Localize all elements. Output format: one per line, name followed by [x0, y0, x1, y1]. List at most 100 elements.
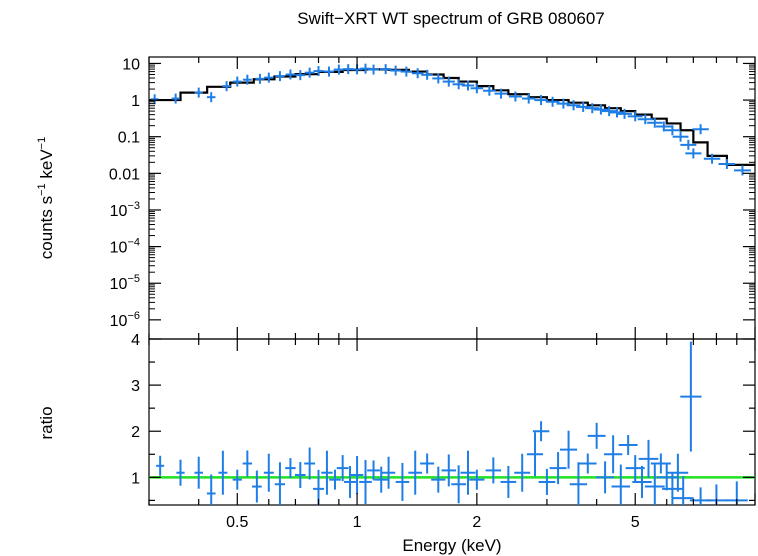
- spectrum-data-point: [664, 125, 681, 136]
- ratio-data-point: [176, 459, 185, 486]
- spectrum-data-point: [421, 69, 434, 80]
- ratio-plot-layer: [149, 341, 755, 505]
- spectrum-data-point: [313, 66, 324, 77]
- ratio-data-point: [431, 466, 446, 493]
- ratio-ylabel: ratio: [37, 406, 56, 439]
- ylabel-counts: counts s: [37, 196, 56, 259]
- spectrum-data-point: [482, 85, 496, 96]
- ratio-y-tick-label: 4: [131, 332, 140, 349]
- spectrum-data-point: [609, 107, 625, 118]
- ratio-y-tick-label: 2: [131, 424, 140, 441]
- ratio-data-point: [343, 465, 357, 498]
- spectrum-data-point: [411, 68, 424, 79]
- ratio-data-point: [263, 453, 274, 492]
- spectrum-data-point: [442, 76, 455, 87]
- spectrum-data-point: [556, 98, 571, 109]
- spectrum-data-point: [255, 73, 265, 84]
- spectrum-data-point: [222, 81, 231, 92]
- spectrum-data-point: [304, 67, 315, 78]
- ratio-data-point: [611, 464, 631, 505]
- ratio-data-point: [441, 454, 457, 487]
- x-tick-label: 0.5: [226, 514, 248, 531]
- y-tick-label: 10−6: [110, 310, 140, 330]
- y-tick-label: 0.1: [118, 130, 140, 147]
- spectrum-data-point: [692, 124, 709, 135]
- spectrum-data-point: [601, 106, 617, 117]
- ratio-data-point: [367, 460, 380, 481]
- spectrum-data-point: [637, 114, 653, 125]
- spectrum-data-point: [150, 94, 159, 105]
- ratio-data-point: [532, 421, 550, 442]
- y-tick-label: 10−3: [110, 200, 140, 220]
- spectrum-data-point: [452, 79, 465, 90]
- ratio-data-point: [650, 453, 671, 474]
- y-tick-base: 10: [110, 313, 128, 330]
- spectrum-data-point: [323, 66, 335, 77]
- chart-title: Swift−XRT WT spectrum of GRB 080607: [297, 9, 605, 28]
- spectrum-data-point: [576, 101, 591, 112]
- ratio-data-point: [285, 458, 296, 479]
- xlabel: Energy (keV): [402, 536, 501, 555]
- ratio-data-point: [662, 472, 683, 505]
- spectrum-data-point: [627, 111, 643, 122]
- spectrum-data-point: [718, 158, 736, 169]
- spectrum-data-point: [264, 72, 274, 83]
- ratio-data-point: [194, 456, 203, 489]
- ylabel-kev: keV: [37, 149, 56, 184]
- spectrum-panel-frame: [148, 56, 756, 340]
- y-tick-label: 10−5: [110, 273, 140, 293]
- y-tick-exponent: −5: [127, 273, 140, 285]
- ratio-data-point: [485, 457, 502, 484]
- spectrum-data-point: [232, 76, 242, 87]
- spectrum-data-point: [400, 66, 413, 77]
- spectrum-data-point: [522, 93, 536, 104]
- spectrum-data-point: [389, 65, 402, 76]
- ratio-data-point: [304, 447, 316, 480]
- spectrum-data-point: [593, 104, 609, 115]
- ratio-data-point: [632, 465, 652, 498]
- spectrum-data-point: [734, 165, 751, 176]
- y-tick-base: 10: [110, 240, 128, 257]
- spectrum-data-point: [656, 121, 672, 132]
- y-tick-label: 10−4: [110, 237, 140, 257]
- ratio-data-point: [603, 435, 623, 474]
- spectrum-data-point: [494, 88, 508, 99]
- ratio-data-point: [294, 462, 306, 489]
- ylabel-exp1: −1: [36, 183, 48, 196]
- spectrum-data-point: [585, 103, 600, 114]
- y-tick-base: 10: [110, 203, 128, 220]
- ratio-data-point: [587, 422, 606, 449]
- spectrum-ylabel: counts s−1 keV−1: [36, 137, 56, 259]
- ratio-data-point: [578, 453, 597, 474]
- ratio-data-point: [359, 459, 372, 504]
- ratio-y-tick-label: 1: [131, 470, 140, 487]
- spectrum-data-point: [680, 139, 697, 150]
- spectrum-data-point: [703, 153, 721, 164]
- ratio-data-point: [336, 455, 349, 482]
- x-tick-label: 2: [472, 514, 481, 531]
- ratio-data-point: [350, 456, 364, 495]
- ratio-data-point: [252, 470, 262, 503]
- ratio-data-point: [596, 461, 615, 494]
- ratio-data-point: [526, 432, 544, 477]
- ratio-data-point: [549, 452, 567, 485]
- ratio-data-point: [500, 465, 517, 498]
- ratio-data-point: [618, 435, 638, 456]
- spectrum-data-point: [380, 64, 392, 75]
- x-tick-label: 5: [631, 514, 640, 531]
- model-step-line: [149, 68, 755, 166]
- spectrum-data-point: [508, 91, 522, 102]
- ratio-data-point: [232, 469, 242, 490]
- ratio-data-point: [329, 469, 341, 490]
- ratio-data-point: [469, 469, 485, 490]
- spectrum-data-point: [285, 69, 296, 80]
- ratio-data-point: [569, 462, 588, 505]
- ratio-y-tick-label: 3: [131, 378, 140, 395]
- ratio-data-point: [451, 465, 467, 504]
- y-tick-exponent: −4: [127, 237, 140, 249]
- ratio-data-point: [395, 462, 410, 501]
- spectrum-data-point: [194, 87, 203, 98]
- spectrum-data-point: [242, 74, 252, 85]
- spectrum-data-point: [566, 100, 581, 111]
- ratio-data-point: [560, 430, 578, 469]
